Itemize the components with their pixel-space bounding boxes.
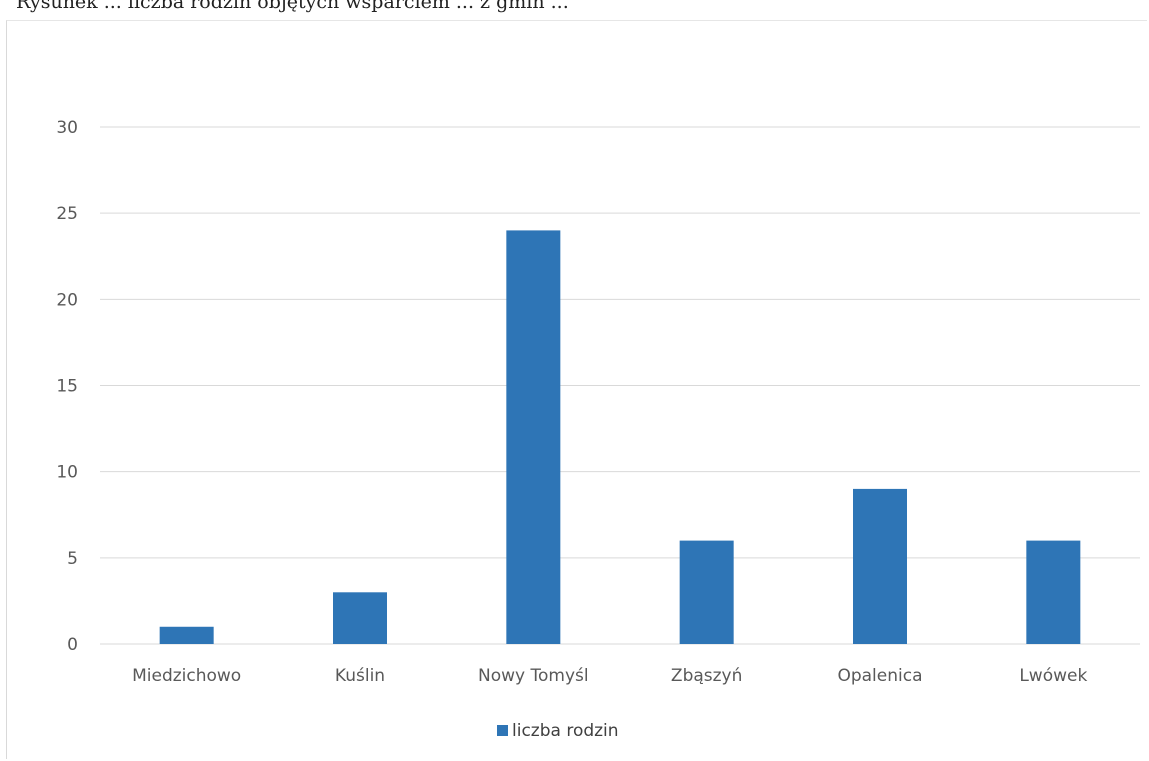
bar — [159, 626, 214, 644]
gridlines — [100, 126, 1140, 645]
y-tick-label: 5 — [67, 549, 78, 569]
y-tick-label: 20 — [56, 290, 78, 310]
x-tick-label: Kuślin — [335, 666, 385, 686]
x-axis-tick-labels: Miedzichowo Kuślin Nowy Tomyśl Zbąszyń Opale… — [132, 666, 1087, 686]
caption-text: Rysunek ... liczba rodzin objętych wspar… — [16, 0, 569, 13]
bar — [1026, 540, 1081, 644]
legend: liczba rodzin — [497, 721, 619, 741]
bar — [506, 230, 561, 644]
y-tick-label: 0 — [67, 635, 78, 655]
y-tick-label: 25 — [56, 204, 78, 224]
legend-label: liczba rodzin — [512, 721, 619, 741]
bar — [333, 592, 387, 644]
legend-swatch — [497, 725, 508, 736]
x-tick-label: Zbąszyń — [671, 666, 742, 686]
cropped-caption: Rysunek ... liczba rodzin objętych wspar… — [0, 0, 1149, 18]
bars — [159, 230, 1081, 644]
x-tick-label: Opalenica — [837, 666, 922, 686]
x-tick-label: Nowy Tomyśl — [478, 666, 589, 686]
y-tick-label: 30 — [56, 118, 78, 138]
y-axis-tick-labels: 0 5 10 15 20 25 30 — [56, 118, 78, 655]
x-tick-label: Miedzichowo — [132, 666, 241, 686]
bar — [679, 540, 734, 644]
x-tick-label: Lwówek — [1019, 666, 1087, 686]
bar — [853, 488, 907, 644]
y-tick-label: 15 — [56, 377, 78, 397]
y-tick-label: 10 — [56, 463, 78, 483]
chart-frame — [6, 20, 1147, 759]
